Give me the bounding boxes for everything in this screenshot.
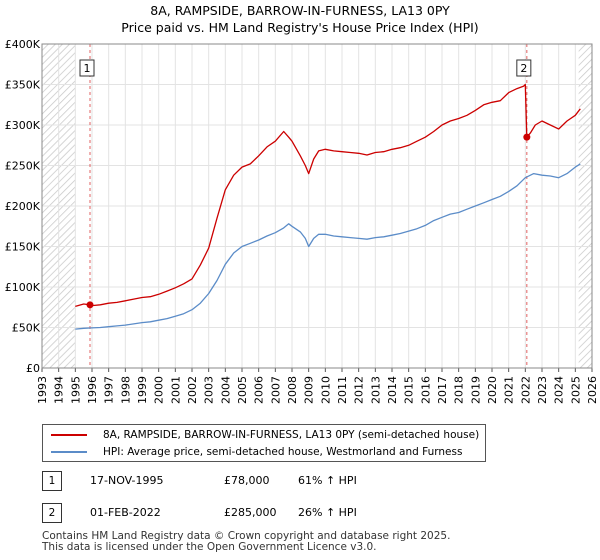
x-tick-label: 2002 (186, 376, 199, 404)
x-tick-label: 2019 (469, 376, 482, 404)
x-tick-label: 1996 (86, 376, 99, 404)
x-tick-label: 2024 (553, 376, 566, 404)
x-tick-label: 1999 (136, 376, 149, 404)
sale-label-number: 1 (84, 62, 91, 75)
x-tick-label: 2007 (269, 376, 282, 404)
x-tick-label: 2004 (219, 376, 232, 404)
x-tick-label: 1997 (103, 376, 116, 404)
price-chart: 1 2 £0 £50K £100K £150K £200K £250K £300K £350K £… (5, 38, 599, 404)
x-tick-label: 2003 (203, 376, 216, 404)
transaction-number-badge: 2 (42, 503, 62, 523)
transaction-price: £78,000 (224, 474, 270, 487)
hpi-line (75, 163, 581, 330)
x-tick-label: 2021 (503, 376, 516, 404)
transaction-number-badge: 1 (42, 471, 62, 491)
sale-point (86, 301, 94, 309)
plot-frame (41, 43, 593, 369)
sale-label-box (79, 59, 95, 77)
chart-title: 8A, RAMPSIDE, BARROW-IN-FURNESS, LA13 0P… (150, 3, 450, 18)
x-tick-label: 2011 (336, 376, 349, 404)
sale-label-box (516, 59, 532, 77)
x-tick-label: 2010 (319, 376, 332, 404)
x-tick-label: 1993 (36, 376, 49, 404)
x-tick-label: 2013 (369, 376, 382, 404)
x-tick-label: 2015 (403, 376, 416, 404)
y-tick-label: £100K (5, 281, 41, 294)
x-tick-label: 2020 (486, 376, 499, 404)
y-tick-label: £50K (12, 322, 41, 335)
x-tick-label: 2017 (436, 376, 449, 404)
transaction-date: 01-FEB-2022 (90, 506, 161, 519)
x-tick-label: 2018 (453, 376, 466, 404)
x-tick-label: 2001 (169, 376, 182, 404)
x-tick-label: 2016 (419, 376, 432, 404)
footer-copyright: Contains HM Land Registry data © Crown c… (42, 530, 451, 542)
chart-title-block: 8A, RAMPSIDE, BARROW-IN-FURNESS, LA13 0P… (0, 2, 600, 36)
legend: 8A, RAMPSIDE, BARROW-IN-FURNESS, LA13 0P… (42, 424, 486, 462)
y-tick-label: £400K (5, 38, 41, 51)
legend-label-hpi: HPI: Average price, semi-detached house,… (103, 446, 463, 458)
x-tick-label: 2006 (253, 376, 266, 404)
sale-label-number: 2 (520, 62, 527, 75)
y-tick-label: £150K (5, 241, 41, 254)
y-tick-label: £350K (5, 79, 41, 92)
transaction-price: £285,000 (224, 506, 277, 519)
x-tick-label: 2009 (303, 376, 316, 404)
x-tick-label: 2012 (353, 376, 366, 404)
x-tick-label: 1995 (69, 376, 82, 404)
x-tick-label: 2025 (569, 376, 582, 404)
y-tick-label: £200K (5, 200, 41, 213)
legend-swatch-hpi (51, 451, 87, 453)
footer: Contains HM Land Registry data © Crown c… (42, 531, 450, 553)
transaction-hpi-diff: 61% ↑ HPI (298, 474, 357, 487)
x-tick-label: 2026 (586, 376, 599, 404)
x-tick-label: 2014 (386, 376, 399, 404)
transaction-date: 17-NOV-1995 (90, 474, 164, 487)
y-tick-label: £0 (26, 362, 40, 375)
x-tick-label: 1998 (119, 376, 132, 404)
x-tick-label: 2000 (153, 376, 166, 404)
legend-label-property: 8A, RAMPSIDE, BARROW-IN-FURNESS, LA13 0P… (103, 429, 480, 441)
x-tick-label: 2005 (236, 376, 249, 404)
price-paid-line (75, 83, 581, 308)
y-tick-label: £250K (5, 160, 41, 173)
footer-licence: This data is licensed under the Open Gov… (42, 541, 377, 553)
sale-point (523, 133, 531, 141)
y-tick-label: £300K (5, 119, 41, 132)
transaction-hpi-diff: 26% ↑ HPI (298, 506, 357, 519)
x-tick-label: 1994 (53, 376, 66, 404)
chart-subtitle: Price paid vs. HM Land Registry's House … (121, 20, 479, 35)
x-tick-label: 2022 (519, 376, 532, 404)
legend-swatch-property (51, 434, 87, 436)
x-tick-label: 2008 (286, 376, 299, 404)
x-tick-label: 2023 (536, 376, 549, 404)
